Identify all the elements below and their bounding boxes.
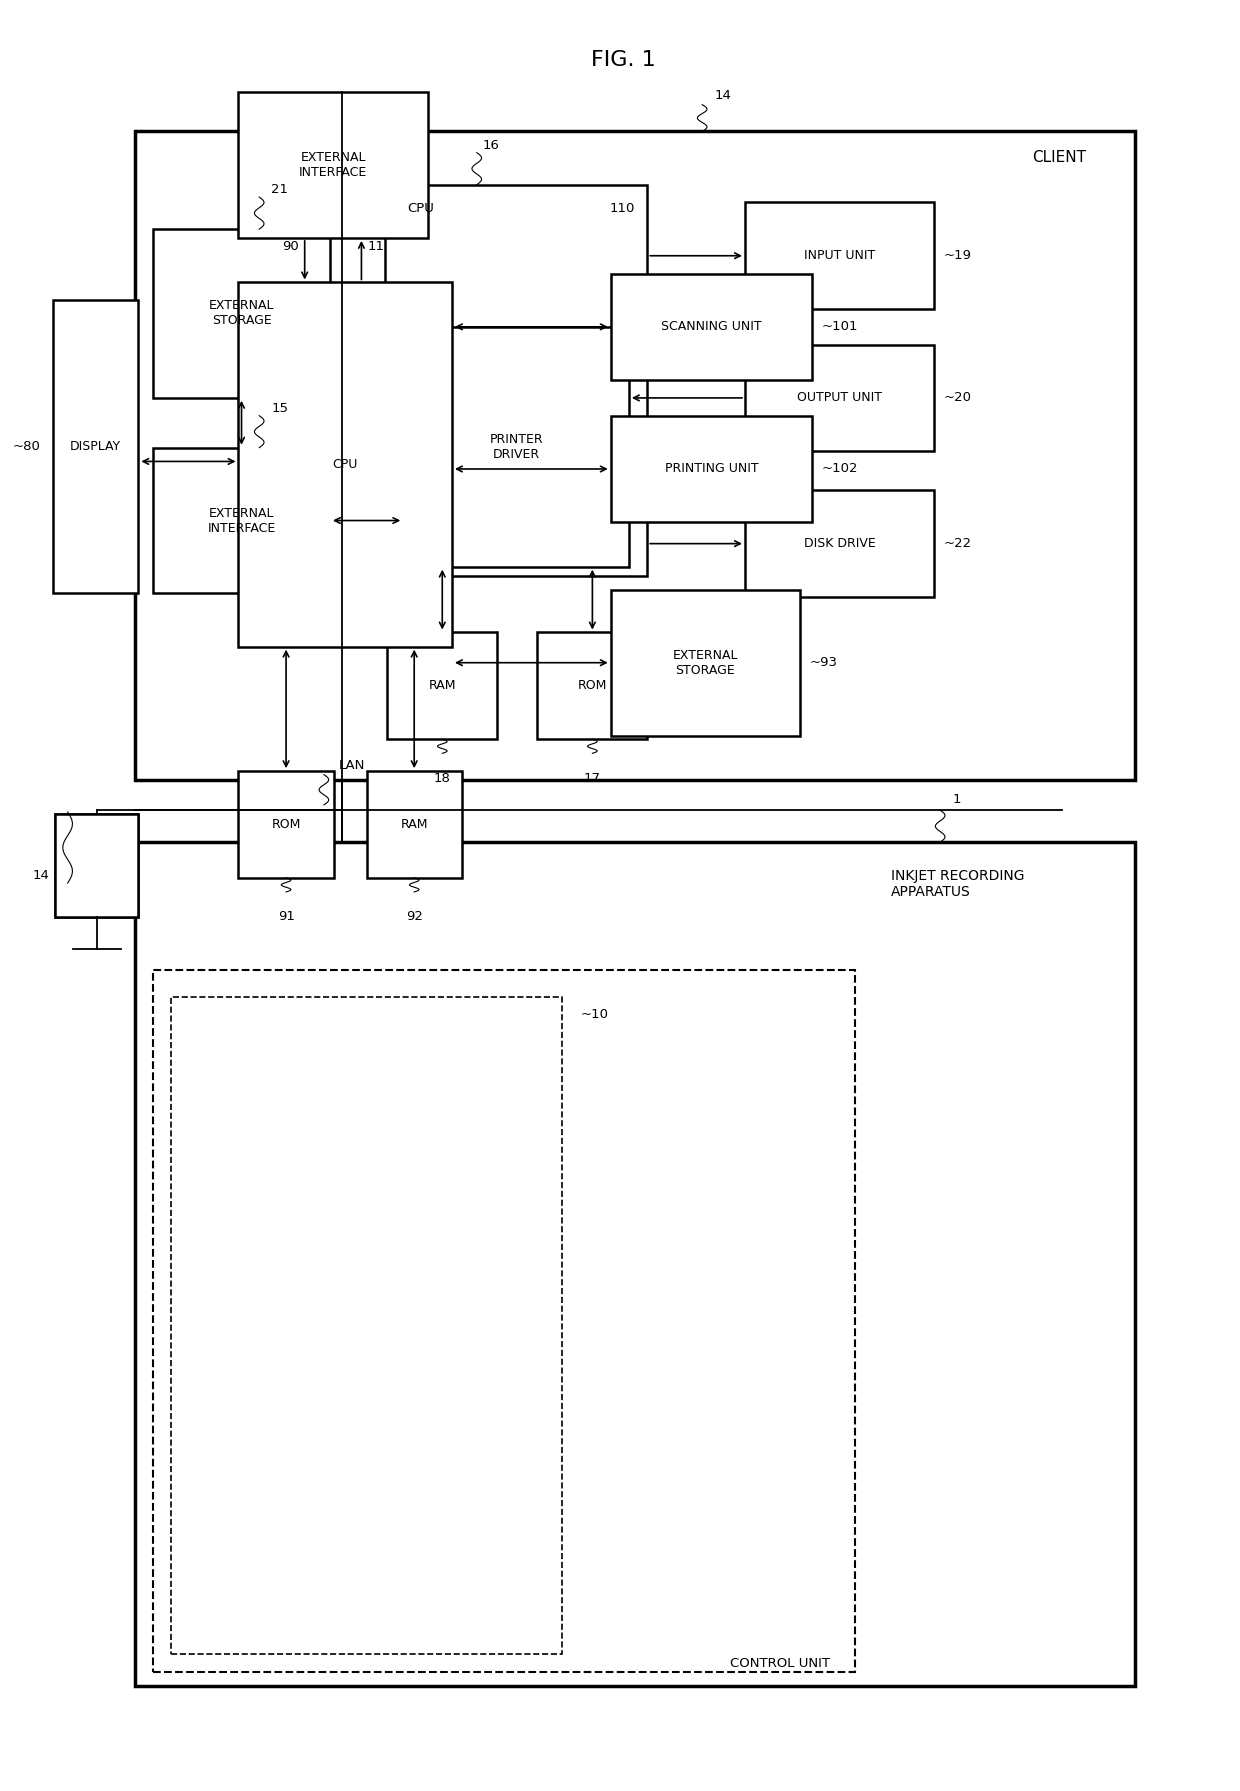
Text: 14: 14 (32, 869, 50, 883)
Text: DISPLAY: DISPLAY (71, 441, 122, 453)
Text: ~102: ~102 (822, 462, 858, 475)
Bar (610, 589, 800, 736)
Text: 21: 21 (272, 183, 289, 197)
Text: 16: 16 (482, 140, 500, 152)
Text: EXTERNAL
INTERFACE: EXTERNAL INTERFACE (299, 150, 367, 179)
Text: CONTROL UNIT: CONTROL UNIT (730, 1657, 831, 1669)
Text: 1: 1 (952, 793, 961, 806)
Bar (384, 184, 647, 575)
Text: ~20: ~20 (944, 392, 972, 405)
Bar (56, 813, 139, 917)
Text: ~22: ~22 (944, 537, 972, 550)
Bar (238, 93, 428, 238)
Text: DISK DRIVE: DISK DRIVE (804, 537, 875, 550)
Text: ~80: ~80 (12, 441, 41, 453)
Bar (238, 772, 334, 878)
Text: PRINTING UNIT: PRINTING UNIT (665, 462, 758, 475)
Bar (238, 283, 453, 647)
Text: EXTERNAL
INTERFACE: EXTERNAL INTERFACE (207, 507, 275, 534)
Text: LAN: LAN (339, 759, 365, 772)
Bar (537, 632, 647, 740)
Text: ~10: ~10 (580, 1008, 608, 1021)
Text: FIG. 1: FIG. 1 (590, 50, 655, 70)
Bar (153, 229, 330, 398)
Text: EXTERNAL
STORAGE: EXTERNAL STORAGE (208, 299, 274, 328)
Text: OUTPUT UNIT: OUTPUT UNIT (797, 392, 882, 405)
Text: PRINTER
DRIVER: PRINTER DRIVER (490, 433, 543, 460)
Text: 91: 91 (278, 910, 295, 924)
Text: SCANNING UNIT: SCANNING UNIT (661, 321, 761, 333)
Bar (56, 813, 139, 917)
Text: 92: 92 (405, 910, 423, 924)
Bar (745, 202, 934, 310)
Text: RAM: RAM (429, 679, 456, 693)
Text: ~101: ~101 (822, 321, 858, 333)
Bar (135, 131, 1136, 781)
Text: ~93: ~93 (810, 656, 837, 670)
Text: ROM: ROM (578, 679, 608, 693)
Text: 11: 11 (367, 240, 384, 253)
Bar (610, 416, 812, 523)
Text: 14: 14 (714, 90, 732, 102)
Bar (387, 632, 497, 740)
Text: 110: 110 (610, 202, 635, 215)
Text: CPU: CPU (407, 202, 434, 215)
Bar (403, 326, 629, 566)
Text: 90: 90 (281, 240, 299, 253)
Bar (610, 274, 812, 380)
Text: 15: 15 (272, 401, 289, 416)
Text: RAM: RAM (401, 818, 428, 831)
Text: EXTERNAL
STORAGE: EXTERNAL STORAGE (672, 648, 738, 677)
Text: INPUT UNIT: INPUT UNIT (804, 249, 875, 261)
Text: INKJET RECORDING
APPARATUS: INKJET RECORDING APPARATUS (892, 869, 1025, 899)
Bar (745, 491, 934, 596)
Text: 18: 18 (434, 772, 450, 784)
Bar (135, 842, 1136, 1687)
Text: CPU: CPU (332, 458, 358, 471)
Bar (745, 344, 934, 451)
Text: ROM: ROM (272, 818, 301, 831)
Text: CLIENT: CLIENT (1033, 150, 1086, 165)
Text: ~19: ~19 (944, 249, 972, 261)
Bar (171, 998, 562, 1655)
Bar (367, 772, 461, 878)
Text: 17: 17 (584, 772, 601, 784)
Bar (53, 301, 139, 593)
Bar (153, 448, 330, 593)
Bar (153, 971, 854, 1673)
